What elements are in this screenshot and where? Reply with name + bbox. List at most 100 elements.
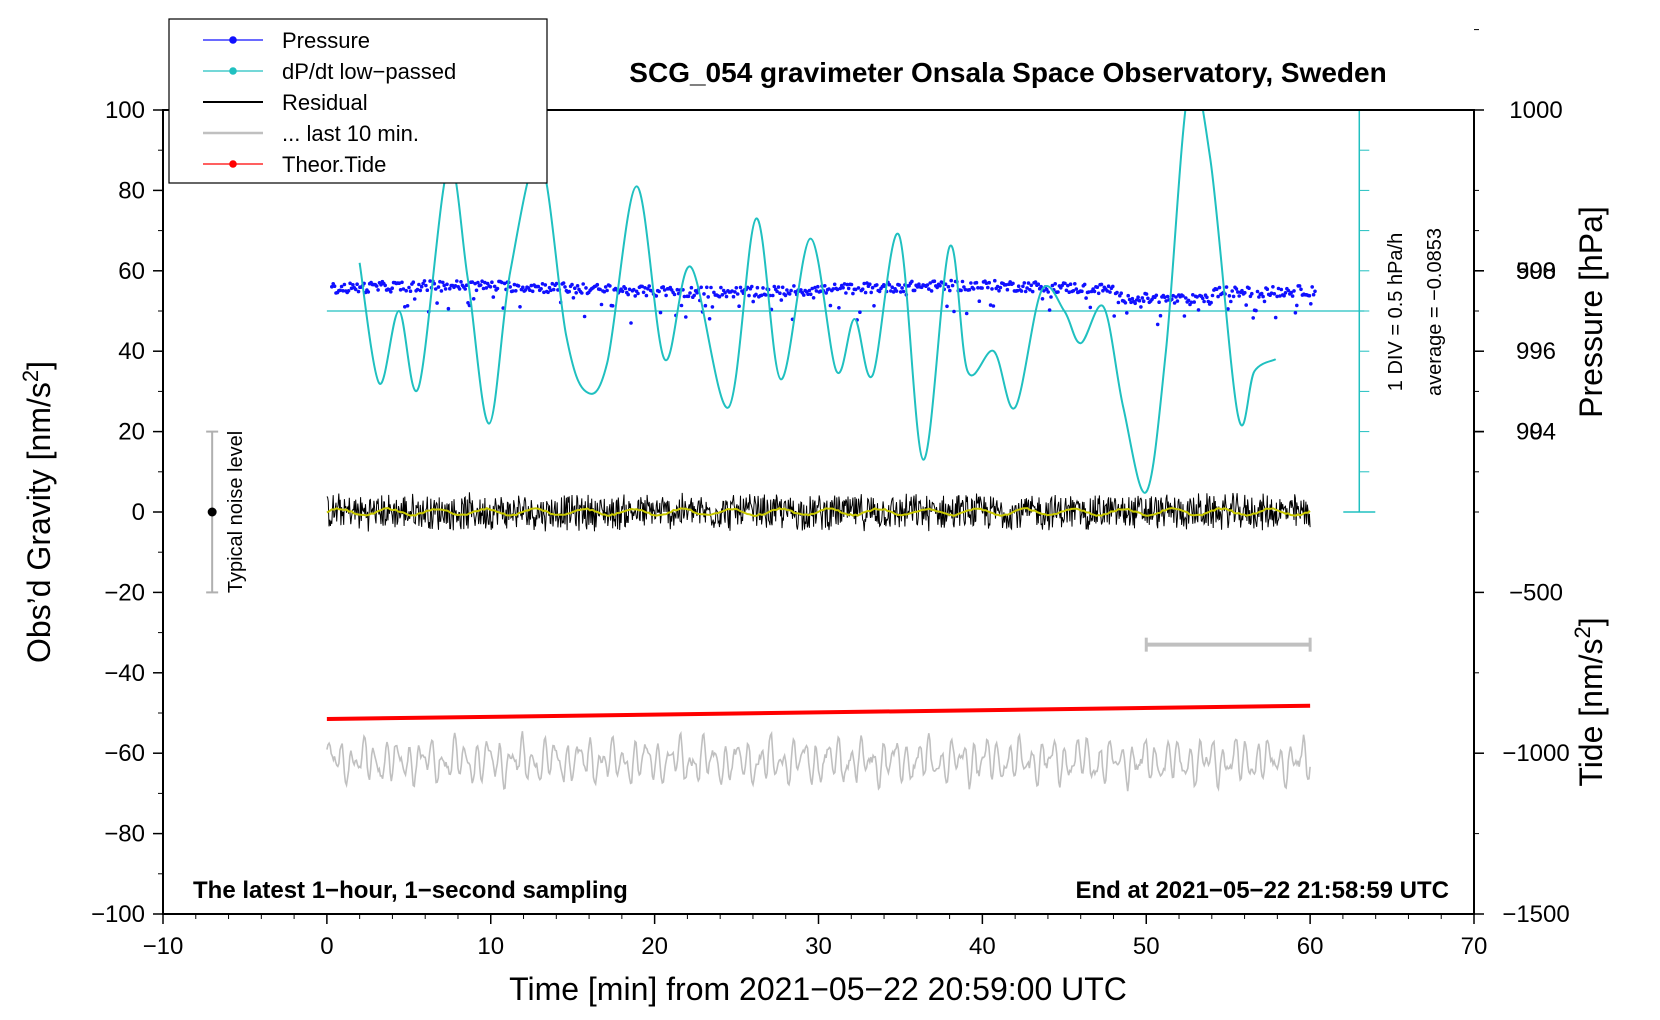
pressure-point — [779, 298, 784, 302]
pressure-point — [890, 285, 894, 290]
pressure-point — [422, 279, 427, 283]
pressure-point — [894, 289, 899, 293]
pressure-point — [491, 295, 496, 299]
pressure-point — [900, 286, 904, 290]
pressure-point — [1164, 299, 1168, 303]
pressure-point — [561, 281, 566, 285]
pressure-point — [550, 281, 555, 286]
pressure-point — [1195, 295, 1199, 299]
pressure-point — [353, 287, 358, 292]
pressure-point — [341, 289, 345, 293]
pressure-point — [582, 314, 587, 319]
pressure-point — [783, 293, 788, 298]
pressure-point — [474, 288, 479, 293]
pressure-point — [417, 282, 421, 287]
pressure-point — [938, 283, 942, 288]
pressure-point — [679, 303, 684, 308]
pressure-point — [845, 282, 850, 287]
pressure-point — [695, 291, 699, 295]
pressure-point — [1182, 314, 1187, 318]
pressure-tick-label: 996 — [1516, 338, 1556, 365]
pressure-point — [917, 282, 921, 287]
pressure-point — [1279, 287, 1284, 292]
pressure-point — [1064, 288, 1069, 293]
pressure-point — [1224, 285, 1229, 289]
pressure-point — [967, 288, 972, 292]
pressure-point — [1030, 289, 1035, 294]
pressure-point — [1141, 299, 1146, 304]
pressure-point — [1240, 288, 1244, 293]
residual-line — [326, 492, 1311, 532]
noise-bar-center — [207, 507, 217, 517]
x-tick-label: 60 — [1297, 933, 1324, 960]
pressure-point — [356, 289, 361, 294]
dpdt-line — [358, 110, 1277, 494]
pressure-point — [1004, 283, 1008, 287]
pressure-point — [856, 286, 861, 290]
pressure-point — [863, 290, 868, 295]
pressure-point — [703, 303, 708, 308]
pressure-point — [1282, 293, 1286, 298]
pressure-point — [735, 292, 740, 296]
legend: Pressure dP/dt low−passed Residual ... last… — [168, 18, 548, 184]
pressure-point — [915, 285, 920, 289]
pressure-point — [1191, 293, 1195, 297]
pressure-point — [860, 287, 865, 292]
pressure-point — [599, 302, 604, 307]
pressure-point — [737, 304, 741, 309]
y-tick-label: 60 — [118, 258, 145, 285]
pressure-point — [853, 287, 858, 292]
pressure-point — [349, 286, 354, 291]
y-axis-title-tide: Tide [nm/s2] — [1570, 617, 1609, 786]
pressure-point — [1254, 308, 1258, 313]
pressure-tick-label: 998 — [1516, 258, 1556, 285]
pressure-point — [816, 284, 820, 289]
pressure-point — [787, 292, 792, 296]
pressure-point — [339, 284, 344, 289]
pressure-point — [1092, 289, 1097, 294]
pressure-point — [675, 287, 680, 292]
pressure-point — [443, 287, 448, 291]
legend-label: dP/dt low−passed — [282, 59, 456, 84]
x-tick-label: 20 — [641, 933, 668, 960]
x-axis-title: Time [min] from 2021−05−22 20:59:00 UTC — [509, 971, 1127, 1007]
pressure-point — [849, 282, 854, 287]
pressure-point — [1053, 282, 1057, 286]
pressure-point — [457, 287, 462, 291]
pressure-point — [991, 304, 996, 308]
pressure-point — [1011, 281, 1015, 286]
pressure-point — [776, 285, 781, 289]
pressure-point — [814, 289, 819, 293]
pressure-point — [761, 286, 765, 290]
pressure-point — [912, 288, 917, 293]
pressure-tick-label: 994 — [1516, 419, 1556, 446]
tide-line — [326, 703, 1311, 722]
legend-marker — [229, 36, 237, 44]
pressure-point — [828, 303, 833, 308]
pressure-point — [603, 285, 608, 289]
pressure-point — [865, 281, 869, 285]
pressure-point — [419, 284, 424, 289]
pressure-point — [898, 290, 903, 294]
pressure-point — [543, 283, 548, 287]
pressure-point — [1202, 299, 1206, 304]
pressure-point — [483, 280, 487, 285]
pressure-point — [542, 290, 546, 295]
pressure-point — [348, 281, 352, 286]
x-tick-label: 10 — [477, 933, 504, 960]
pressure-point — [366, 290, 371, 294]
pressure-point — [1129, 300, 1133, 305]
pressure-point — [730, 289, 734, 293]
x-tick-label: 50 — [1133, 933, 1160, 960]
pressure-point — [1074, 287, 1079, 291]
y-tick-label: 40 — [118, 338, 145, 365]
pressure-point — [439, 289, 444, 293]
pressure-point — [404, 288, 409, 293]
pressure-point — [1265, 287, 1270, 292]
pressure-point — [424, 283, 428, 288]
pressure-point — [570, 282, 574, 287]
pressure-point — [875, 283, 879, 287]
pressure-point — [809, 292, 813, 297]
pressure-point — [1084, 296, 1088, 300]
pressure-point — [481, 286, 486, 291]
